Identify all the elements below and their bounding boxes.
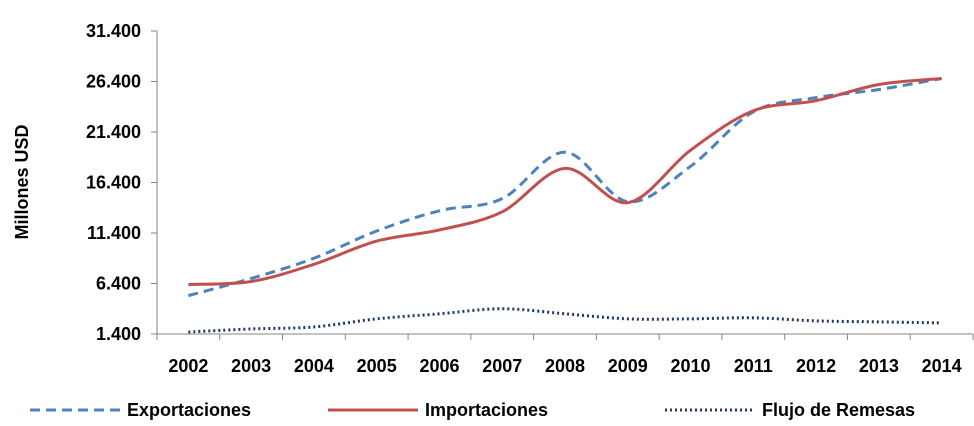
x-tick-label: 2004 bbox=[294, 356, 334, 376]
x-tick-label: 2005 bbox=[357, 356, 397, 376]
legend-label: Exportaciones bbox=[127, 400, 251, 420]
legend-label: Flujo de Remesas bbox=[762, 400, 915, 420]
x-tick-labels: 2002 2003 2004 2005 2006 2007 2008 2009 2010 2011… bbox=[156, 334, 974, 376]
y-tick-label: 16.400 bbox=[86, 173, 141, 193]
series-line-exportaciones bbox=[187, 76, 942, 298]
x-tick-label: 2002 bbox=[168, 356, 208, 376]
series-line-flujo-de-remesas bbox=[188, 307, 942, 334]
y-tick-label: 31.400 bbox=[86, 21, 141, 41]
x-tick-label: 2010 bbox=[671, 356, 711, 376]
legend-label: Importaciones bbox=[425, 400, 548, 420]
chart-legend: Exportaciones Importaciones Flujo de Remes… bbox=[30, 400, 915, 420]
chart-axes bbox=[156, 31, 973, 335]
x-tick-label: 2007 bbox=[482, 356, 522, 376]
x-tick-label: 2008 bbox=[545, 356, 585, 376]
x-tick-label: 2013 bbox=[859, 356, 899, 376]
series-line-importaciones bbox=[188, 76, 942, 287]
x-tick-label: 2003 bbox=[231, 356, 271, 376]
x-tick-label: 2012 bbox=[796, 356, 836, 376]
x-tick-label: 2011 bbox=[734, 356, 773, 376]
chart-series bbox=[187, 76, 942, 334]
x-tick-label: 2006 bbox=[419, 356, 459, 376]
y-axis-label: Millones USD bbox=[12, 124, 32, 239]
y-tick-label: 6.400 bbox=[96, 274, 141, 294]
y-tick-labels: 1.400 6.400 11.400 16.400 21.400 26.400 31.400 bbox=[86, 21, 157, 344]
y-tick-label: 21.400 bbox=[86, 122, 141, 142]
x-tick-label: 2009 bbox=[608, 356, 648, 376]
x-tick-label: 2014 bbox=[922, 356, 962, 376]
y-tick-label: 1.400 bbox=[96, 324, 141, 344]
y-tick-label: 11.400 bbox=[87, 223, 141, 243]
y-tick-label: 26.400 bbox=[86, 72, 141, 92]
